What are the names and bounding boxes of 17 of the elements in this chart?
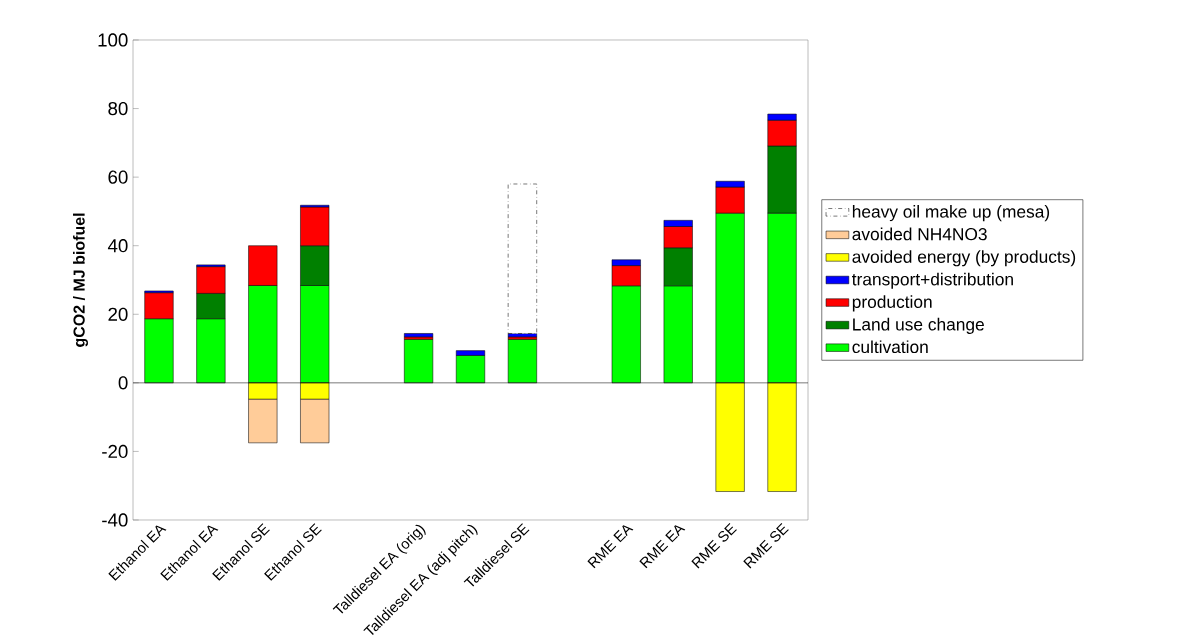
y-tick-label: 40 (107, 239, 128, 253)
y-tick-label: 100 (98, 33, 128, 47)
y-tick-label: 0 (118, 376, 128, 390)
y-axis-title: gCO2 / MJ biofuel (73, 213, 88, 347)
legend-label: production (852, 295, 932, 312)
legend-label: transport+distribution (852, 272, 1013, 289)
legend-label: avoided energy (by products) (852, 250, 1076, 267)
legend-label: heavy oil make up (mesa) (852, 205, 1050, 222)
y-tick-label: -20 (102, 444, 128, 459)
legend-label: avoided NH4NO3 (852, 227, 987, 241)
y-tick-label: 80 (108, 101, 128, 116)
bar (507, 183, 537, 334)
y-tick-label: 60 (108, 170, 128, 184)
y-tick-label: -40 (102, 513, 128, 527)
legend-label: cultivation (852, 340, 928, 354)
legend-label: Land use change (853, 317, 984, 334)
y-tick-label: 20 (108, 307, 128, 321)
